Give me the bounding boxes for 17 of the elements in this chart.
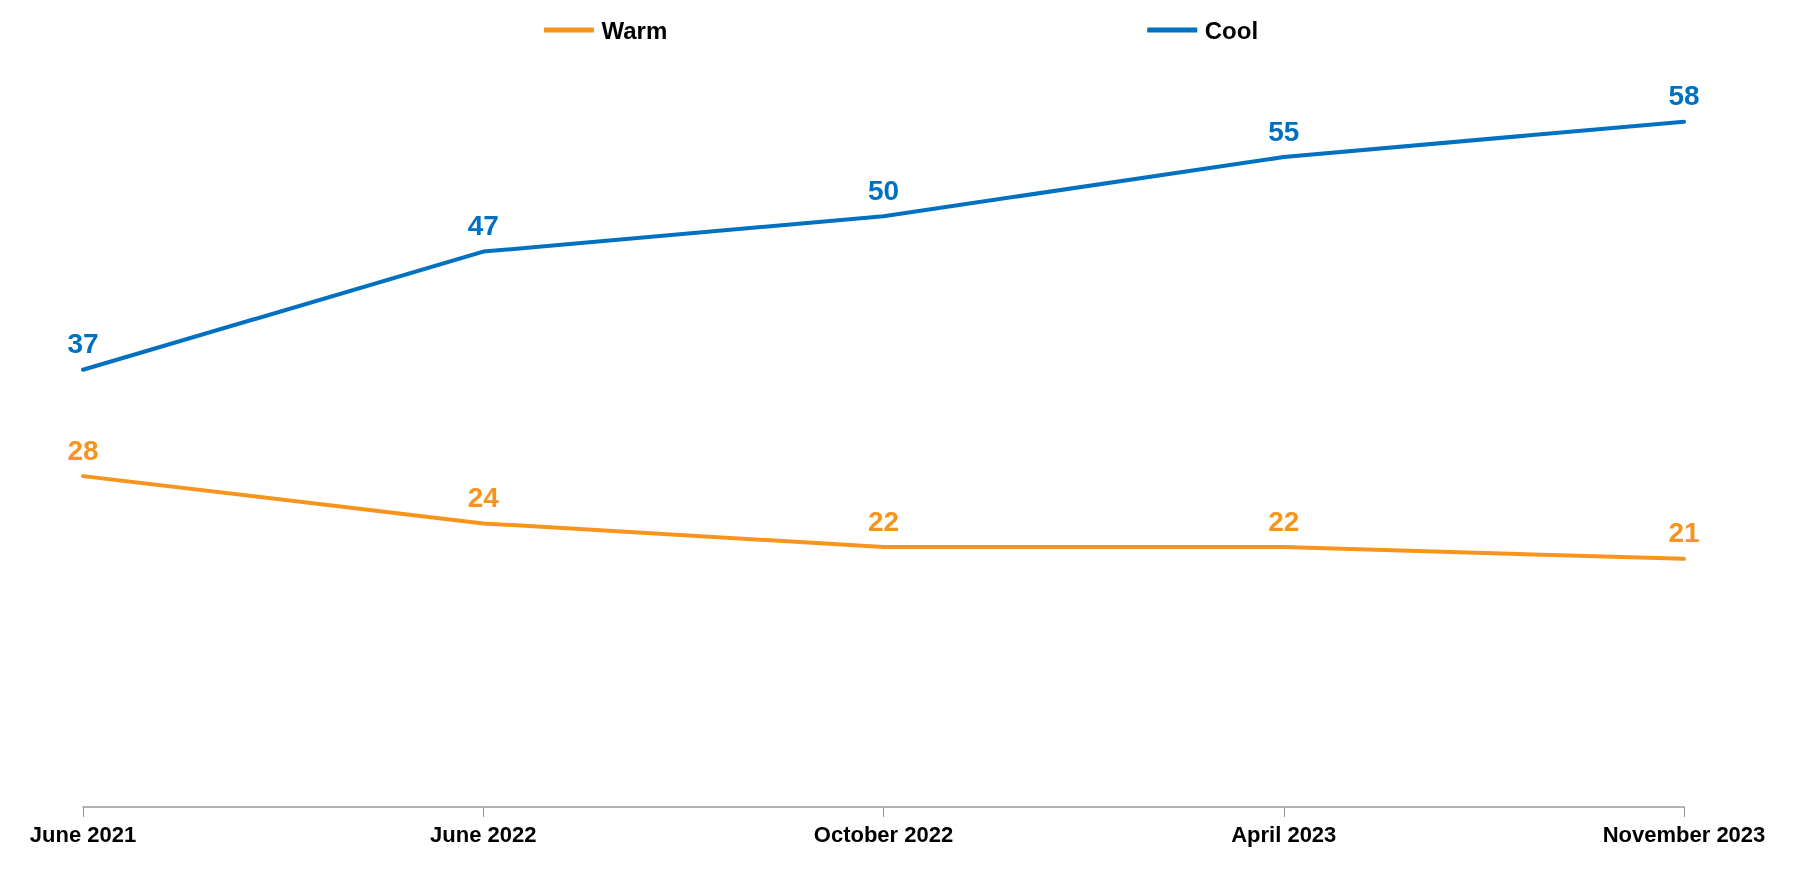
data-label: 21	[1668, 517, 1700, 549]
data-label: 50	[867, 174, 900, 206]
data-label: 22	[867, 505, 900, 537]
legend-label: Warm	[601, 16, 668, 44]
x-tick-label: October 2022	[813, 821, 954, 847]
data-label: 37	[67, 328, 99, 360]
data-label: 58	[1668, 80, 1700, 112]
data-label: 24	[467, 481, 500, 513]
data-label: 47	[467, 210, 499, 242]
x-tick-label: June 2022	[430, 821, 537, 847]
data-label: 55	[1268, 115, 1300, 147]
x-tick-label: November 2023	[1602, 821, 1766, 847]
data-label: 28	[67, 434, 99, 466]
x-tick-label: June 2021	[29, 821, 137, 847]
data-label: 22	[1268, 505, 1300, 537]
legend-label: Cool	[1204, 16, 1259, 44]
x-tick-label: April 2023	[1231, 821, 1337, 847]
